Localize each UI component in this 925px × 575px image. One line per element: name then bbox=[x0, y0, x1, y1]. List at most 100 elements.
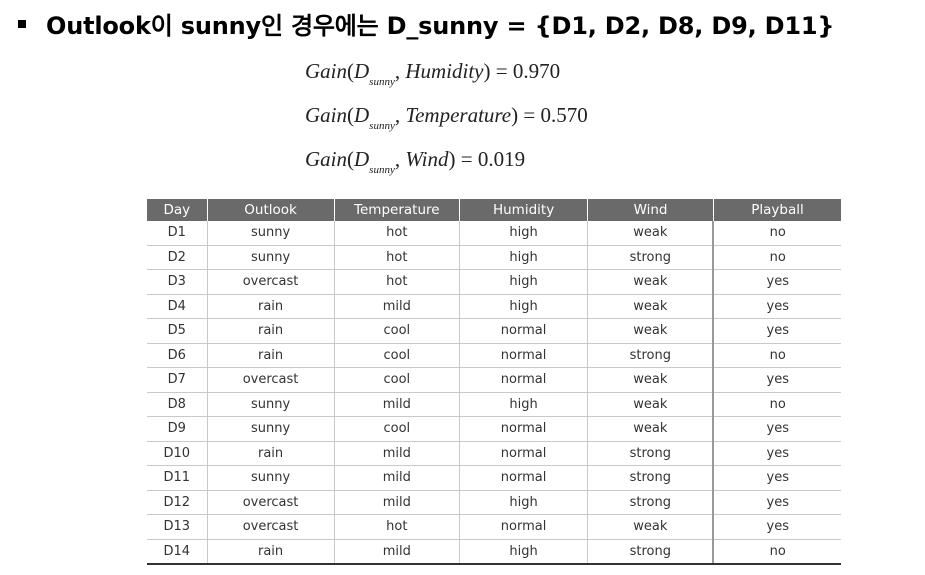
cell-day: D7 bbox=[147, 367, 208, 393]
cell-wind: weak bbox=[587, 269, 714, 295]
cell-humidity: normal bbox=[459, 441, 588, 466]
formula-base: D bbox=[354, 59, 370, 83]
cell-outlook: rain bbox=[206, 441, 335, 466]
cell-day: D13 bbox=[147, 514, 208, 540]
cell-playball: no bbox=[712, 221, 841, 246]
cell-playball: yes bbox=[712, 490, 841, 515]
cell-outlook: overcast bbox=[206, 490, 335, 515]
cell-playball: no bbox=[712, 392, 841, 417]
formula-subscript: sunny bbox=[369, 120, 395, 133]
cell-outlook: overcast bbox=[206, 367, 335, 393]
cell-playball: no bbox=[712, 343, 841, 368]
cell-outlook: rain bbox=[206, 294, 335, 319]
cell-temperature: cool bbox=[333, 318, 460, 344]
cell-wind: weak bbox=[587, 221, 714, 246]
cell-playball: yes bbox=[712, 514, 841, 540]
header-day: Day bbox=[147, 199, 208, 221]
gain-formula-wind: Gain(Dsunny, Wind) = 0.019 bbox=[305, 147, 526, 177]
header-wind: Wind bbox=[587, 199, 714, 221]
cell-wind: strong bbox=[587, 441, 714, 466]
table-row: D5 rain cool normal weak yes bbox=[147, 318, 841, 344]
cell-wind: weak bbox=[587, 416, 714, 442]
cell-humidity: high bbox=[459, 490, 588, 515]
cell-playball: yes bbox=[712, 416, 841, 442]
cell-humidity: high bbox=[459, 269, 588, 295]
cell-temperature: cool bbox=[333, 416, 460, 442]
cell-temperature: mild bbox=[333, 294, 460, 319]
cell-outlook: sunny bbox=[206, 392, 335, 417]
table-row: D7 overcast cool normal weak yes bbox=[147, 367, 841, 393]
formula-subscript: sunny bbox=[369, 76, 395, 89]
cell-day: D2 bbox=[147, 245, 208, 270]
cell-playball: yes bbox=[712, 441, 841, 466]
cell-wind: strong bbox=[587, 465, 714, 491]
formula-base: D bbox=[354, 147, 370, 171]
formula-value: 0.019 bbox=[477, 147, 526, 171]
cell-outlook: overcast bbox=[206, 269, 335, 295]
cell-outlook: overcast bbox=[206, 514, 335, 540]
cell-temperature: hot bbox=[333, 245, 460, 270]
cell-temperature: cool bbox=[333, 367, 460, 393]
table-row: D6 rain cool normal strong no bbox=[147, 343, 841, 368]
cell-wind: weak bbox=[587, 392, 714, 417]
table-row: D11 sunny mild normal strong yes bbox=[147, 465, 841, 491]
table-row: D1 sunny hot high weak no bbox=[147, 221, 841, 246]
formula-function: Gain bbox=[305, 147, 347, 171]
cell-day: D11 bbox=[147, 465, 208, 491]
cell-temperature: mild bbox=[333, 465, 460, 491]
cell-wind: strong bbox=[587, 539, 714, 565]
formula-base: D bbox=[354, 103, 370, 127]
cell-outlook: rain bbox=[206, 318, 335, 344]
formula-value: 0.970 bbox=[512, 59, 561, 83]
table-row: D14 rain mild high strong no bbox=[147, 539, 841, 565]
table-header-row: Day Outlook Temperature Humidity Wind Pl… bbox=[147, 199, 841, 221]
cell-outlook: sunny bbox=[206, 465, 335, 491]
cell-day: D4 bbox=[147, 294, 208, 319]
formula-function: Gain bbox=[305, 59, 347, 83]
weather-data-table: Day Outlook Temperature Humidity Wind Pl… bbox=[147, 199, 841, 565]
cell-humidity: normal bbox=[459, 318, 588, 344]
cell-playball: yes bbox=[712, 465, 841, 491]
cell-playball: yes bbox=[712, 269, 841, 295]
cell-outlook: rain bbox=[206, 343, 335, 368]
cell-temperature: mild bbox=[333, 441, 460, 466]
formula-subscript: sunny bbox=[369, 164, 395, 177]
cell-humidity: high bbox=[459, 245, 588, 270]
cell-humidity: normal bbox=[459, 416, 588, 442]
header-temperature: Temperature bbox=[333, 199, 460, 221]
cell-humidity: high bbox=[459, 294, 588, 319]
cell-wind: weak bbox=[587, 514, 714, 540]
cell-day: D8 bbox=[147, 392, 208, 417]
cell-humidity: normal bbox=[459, 514, 588, 540]
heading-text: Outlook이 sunny인 경우에는 D_sunny = {D1, D2, … bbox=[46, 12, 835, 40]
table-row: D13 overcast hot normal weak yes bbox=[147, 514, 841, 540]
cell-day: D6 bbox=[147, 343, 208, 368]
table-body: D1 sunny hot high weak no D2 sunny hot high strong… bbox=[147, 221, 841, 565]
header-outlook: Outlook bbox=[206, 199, 335, 221]
cell-outlook: sunny bbox=[206, 245, 335, 270]
cell-day: D14 bbox=[147, 539, 208, 565]
cell-day: D10 bbox=[147, 441, 208, 466]
header-playball: Playball bbox=[712, 199, 841, 221]
table-row: D3 overcast hot high weak yes bbox=[147, 269, 841, 295]
cell-playball: no bbox=[712, 539, 841, 565]
cell-temperature: mild bbox=[333, 490, 460, 515]
cell-outlook: rain bbox=[206, 539, 335, 565]
cell-day: D5 bbox=[147, 318, 208, 344]
cell-humidity: high bbox=[459, 539, 588, 565]
table-row: D10 rain mild normal strong yes bbox=[147, 441, 841, 466]
formula-function: Gain bbox=[305, 103, 347, 127]
cell-day: D3 bbox=[147, 269, 208, 295]
cell-wind: strong bbox=[587, 490, 714, 515]
cell-humidity: high bbox=[459, 221, 588, 246]
cell-wind: strong bbox=[587, 343, 714, 368]
cell-day: D9 bbox=[147, 416, 208, 442]
cell-humidity: normal bbox=[459, 343, 588, 368]
cell-outlook: sunny bbox=[206, 416, 335, 442]
cell-temperature: hot bbox=[333, 514, 460, 540]
cell-temperature: hot bbox=[333, 269, 460, 295]
table-row: D2 sunny hot high strong no bbox=[147, 245, 841, 270]
formula-attribute: Humidity bbox=[405, 59, 484, 83]
gain-formulas: Gain(Dsunny, Humidity) = 0.970 Gain(Dsun… bbox=[305, 56, 588, 188]
table-row: D4 rain mild high weak yes bbox=[147, 294, 841, 319]
